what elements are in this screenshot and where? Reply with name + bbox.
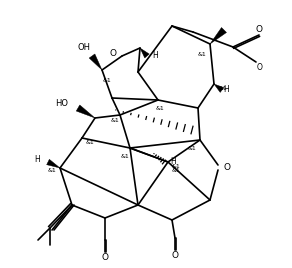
Text: &1: &1 xyxy=(86,140,94,146)
Text: HO: HO xyxy=(55,99,68,109)
Text: OH: OH xyxy=(77,43,91,51)
Text: &1: &1 xyxy=(219,87,227,91)
Text: &1: &1 xyxy=(121,154,129,158)
Text: O: O xyxy=(257,64,263,73)
Text: &1: &1 xyxy=(48,168,56,173)
Text: &1: &1 xyxy=(111,117,119,122)
Text: O: O xyxy=(223,162,230,172)
Text: &1: &1 xyxy=(172,165,180,169)
Text: H: H xyxy=(223,85,229,95)
Polygon shape xyxy=(76,105,95,118)
Polygon shape xyxy=(210,28,227,44)
Text: O: O xyxy=(256,25,263,35)
Polygon shape xyxy=(140,48,149,58)
Text: H: H xyxy=(152,50,158,59)
Polygon shape xyxy=(47,159,60,168)
Text: &1: &1 xyxy=(188,146,197,151)
Polygon shape xyxy=(89,54,102,70)
Text: O: O xyxy=(110,50,117,58)
Text: H: H xyxy=(170,158,176,166)
Text: &1: &1 xyxy=(198,51,206,57)
Text: &1: &1 xyxy=(156,106,164,110)
Text: O: O xyxy=(171,251,178,260)
Text: H: H xyxy=(34,155,40,165)
Text: &1: &1 xyxy=(172,168,180,173)
Text: &1: &1 xyxy=(102,77,111,83)
Text: O: O xyxy=(102,254,109,262)
Polygon shape xyxy=(214,84,224,92)
